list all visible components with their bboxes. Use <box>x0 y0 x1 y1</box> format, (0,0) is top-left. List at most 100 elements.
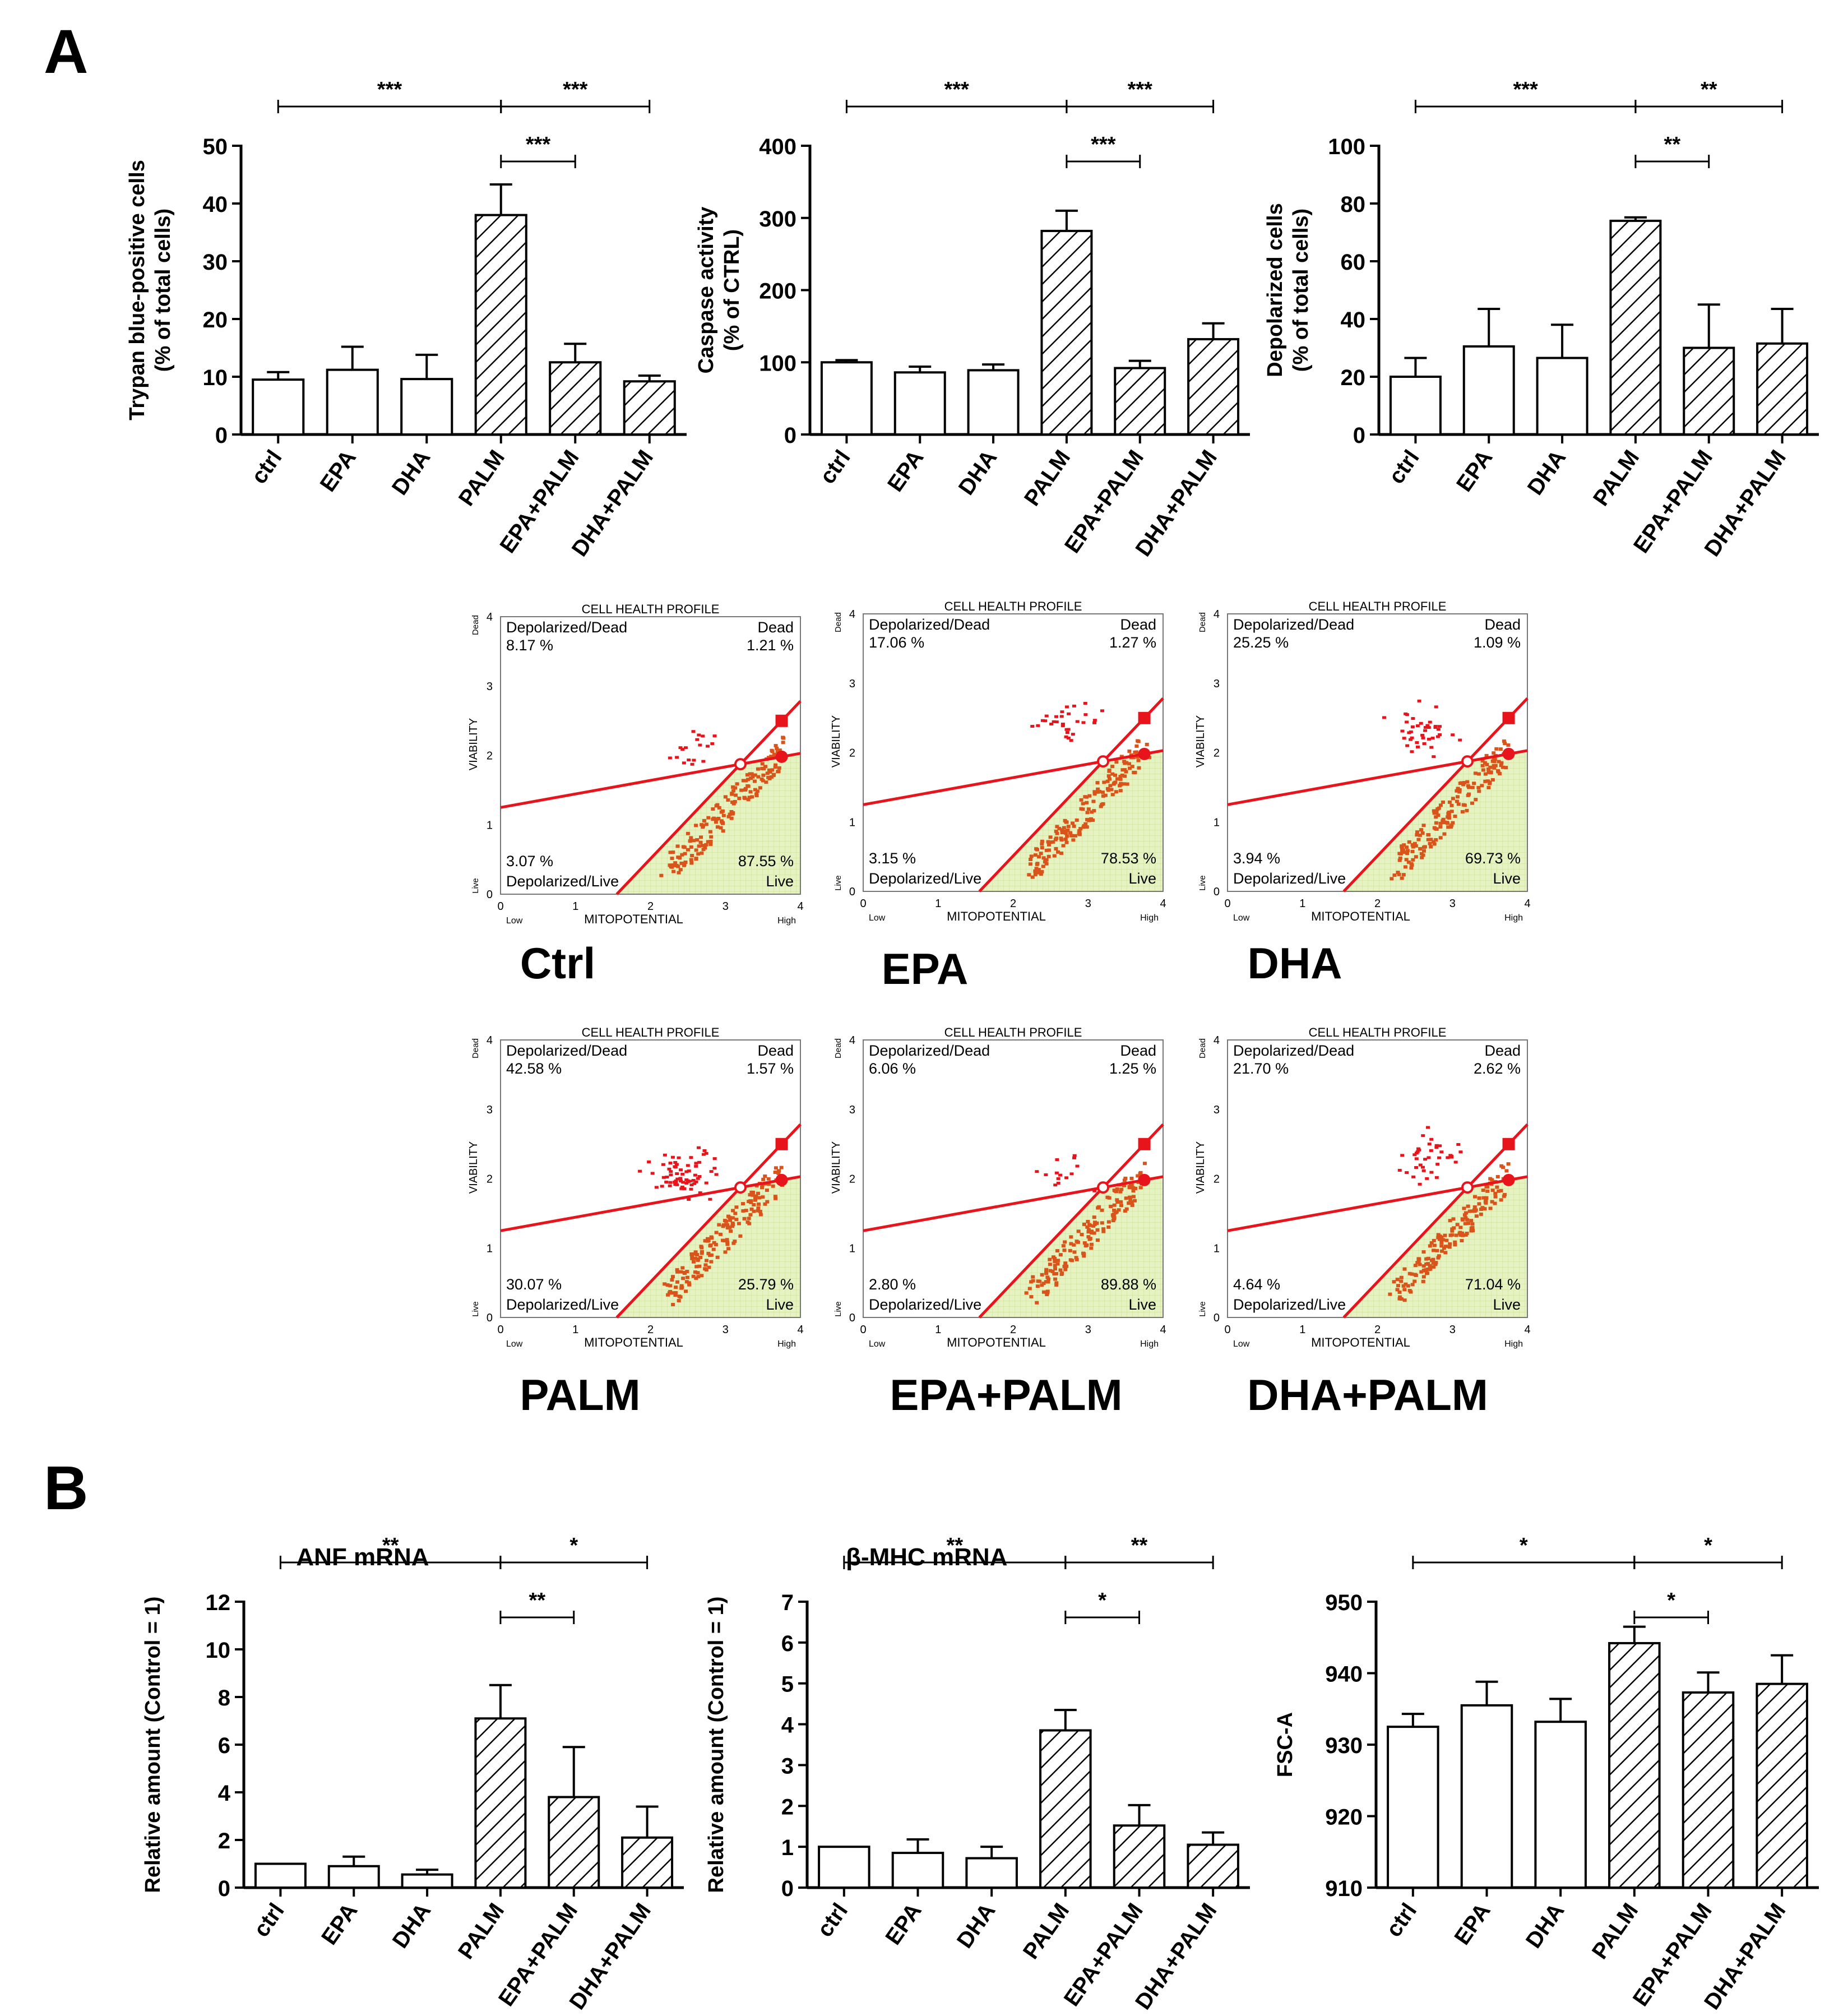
event-dot <box>1481 768 1485 772</box>
event-dot <box>1411 845 1415 849</box>
plot-frame <box>863 1039 1164 1318</box>
event-dot <box>758 1209 762 1213</box>
y-live-label: Live <box>471 878 480 894</box>
event-dot <box>1078 827 1083 831</box>
event-dot <box>693 1256 698 1260</box>
event-dot <box>1413 1264 1418 1268</box>
event-dot <box>1446 825 1451 829</box>
event-dot <box>696 1275 701 1279</box>
significance-bracket: ** <box>1634 133 1710 168</box>
event-dot <box>1406 1284 1410 1288</box>
y-dead-label: Dead <box>471 615 480 635</box>
event-dot <box>1122 1178 1127 1182</box>
event-dot <box>1046 843 1051 847</box>
event-dot <box>1085 817 1090 821</box>
x-tick-label: 3 <box>1449 898 1456 910</box>
event-dot <box>748 790 753 794</box>
event-dot <box>706 1238 711 1242</box>
event-dot <box>1405 852 1409 856</box>
event-dot <box>1036 868 1041 872</box>
event-dot <box>1081 721 1086 724</box>
event-dot <box>1097 789 1101 793</box>
event-dot <box>1040 842 1044 846</box>
event-dot <box>1405 849 1410 853</box>
significance-bracket: * <box>499 1534 649 1569</box>
event-dot <box>1033 872 1038 876</box>
event-dot <box>1461 1218 1465 1222</box>
y-tick-label: 0 <box>215 423 228 448</box>
event-dot <box>698 1255 703 1259</box>
event-dot <box>1087 818 1092 822</box>
quadrant-dead: Dead <box>1484 1042 1521 1059</box>
event-dot <box>1421 1264 1426 1268</box>
event-dot <box>1480 784 1484 788</box>
event-dot <box>681 1277 686 1280</box>
event-dot <box>1449 810 1454 813</box>
quadrant-dead-value: 2.62 % <box>1474 1060 1521 1077</box>
y-tick-label: 2 <box>849 747 855 760</box>
event-dot <box>714 1231 719 1234</box>
event-dot <box>1427 1143 1432 1146</box>
event-dot <box>670 857 674 861</box>
significance-bracket: * <box>1064 1589 1140 1624</box>
event-dot <box>1422 742 1427 745</box>
event-dot <box>689 845 693 849</box>
event-dot <box>1420 831 1425 835</box>
event-dot <box>1411 717 1415 720</box>
significance-bracket: *** <box>845 78 1068 113</box>
x-tick-label: PALM <box>1020 446 1075 511</box>
significance-label: *** <box>526 133 551 156</box>
event-dot <box>1415 741 1419 745</box>
gate-handle <box>734 758 747 771</box>
event-dot <box>1397 1290 1402 1294</box>
y-tick-label: 7 <box>781 1590 794 1615</box>
event-dot <box>1490 778 1495 782</box>
event-dot <box>1438 803 1443 807</box>
event-dot <box>1490 1189 1495 1192</box>
event-dot <box>748 1199 753 1203</box>
event-dot <box>1440 1249 1444 1253</box>
event-dot <box>1136 1174 1140 1178</box>
quadrant-depolarized-live-value: 3.15 % <box>869 850 916 867</box>
significance-bracket: ** <box>1064 1534 1214 1569</box>
event-dot <box>760 762 765 766</box>
event-dot <box>749 776 753 780</box>
event-dot <box>1115 1198 1119 1202</box>
event-dot <box>1044 1268 1049 1271</box>
event-dot <box>1450 1229 1455 1233</box>
gate-handle <box>734 1181 747 1194</box>
event-dot <box>1075 1257 1079 1261</box>
event-dot <box>691 1260 696 1264</box>
y-tick-label: 1 <box>1214 816 1220 829</box>
event-dot <box>1447 813 1451 817</box>
gate-line <box>615 700 802 895</box>
event-dot <box>1081 802 1085 806</box>
event-dot <box>708 1243 713 1247</box>
event-dot <box>770 775 774 779</box>
bar-ctrl <box>820 361 873 436</box>
event-dot <box>661 1176 666 1179</box>
event-dot <box>1054 720 1059 724</box>
quadrant-dead: Dead <box>757 619 794 636</box>
event-dot <box>700 1274 704 1278</box>
event-dot <box>693 1173 697 1177</box>
event-dot <box>1105 1195 1110 1199</box>
event-dot <box>686 1164 690 1167</box>
plot-frame <box>1227 1039 1528 1318</box>
event-dot <box>1402 1288 1407 1292</box>
x-tick-label: 2 <box>1374 898 1381 910</box>
event-dot <box>726 1247 731 1251</box>
condition-label: Ctrl <box>520 938 595 988</box>
event-dot <box>1051 840 1055 844</box>
event-dot <box>712 734 717 738</box>
event-dot <box>1425 1271 1429 1275</box>
event-dot <box>1443 1251 1448 1255</box>
event-dot <box>719 810 724 814</box>
event-dot <box>1029 1280 1034 1284</box>
event-dot <box>1055 831 1059 835</box>
event-dot <box>753 1198 757 1202</box>
event-dot <box>1092 1215 1096 1219</box>
event-dot <box>726 1214 730 1218</box>
event-dot <box>1409 866 1414 870</box>
event-dot <box>1062 826 1066 830</box>
